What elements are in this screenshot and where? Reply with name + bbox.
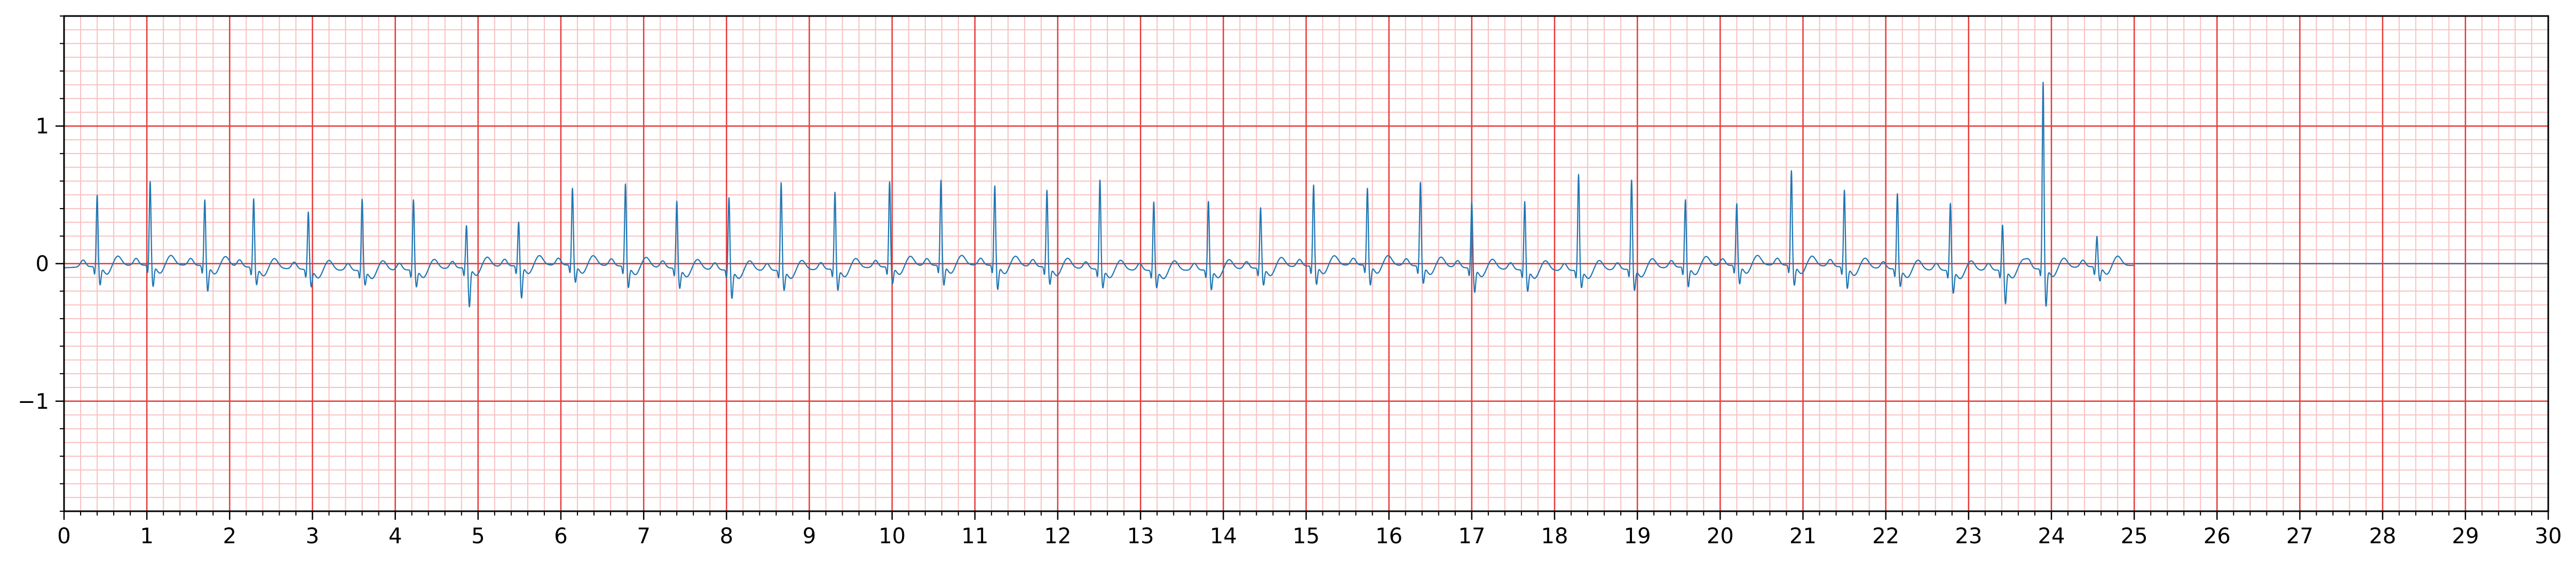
x-tick-label: 24: [2038, 524, 2065, 549]
x-tick-label: 23: [1955, 524, 1982, 549]
x-tick-label: 26: [2204, 524, 2231, 549]
x-tick-label: 27: [2286, 524, 2313, 549]
x-tick-label: 22: [1872, 524, 1899, 549]
x-axis: 0 1 2 3 4 5 6 7 8 9 10 11 12 13 14 15 16 17 18 19 20 21 22 23 24…: [57, 511, 2562, 549]
x-tick-label: 19: [1624, 524, 1651, 549]
x-tick-label: 4: [389, 524, 402, 549]
x-tick-label: 0: [57, 524, 70, 549]
x-tick-label: 15: [1293, 524, 1320, 549]
x-tick-label: 10: [878, 524, 906, 549]
x-tick-label: 20: [1707, 524, 1734, 549]
x-tick-label: 18: [1541, 524, 1568, 549]
x-tick-label: 3: [306, 524, 319, 549]
x-tick-label: 11: [961, 524, 988, 549]
y-tick-label: 1: [36, 114, 49, 139]
x-tick-label: 1: [140, 524, 153, 549]
x-tick-label: 29: [2452, 524, 2479, 549]
ecg-trace-line: [64, 82, 2135, 307]
x-tick-label: 25: [2121, 524, 2148, 549]
x-tick-label: 17: [1458, 524, 1485, 549]
x-tick-label: 8: [720, 524, 733, 549]
y-tick-label: 0: [36, 252, 49, 276]
x-tick-label: 13: [1127, 524, 1154, 549]
x-tick-label: 12: [1044, 524, 1072, 549]
x-tick-label: 14: [1210, 524, 1237, 549]
x-tick-label: 21: [1789, 524, 1817, 549]
trace-layer: [64, 82, 2548, 307]
x-tick-label: 16: [1375, 524, 1402, 549]
x-tick-label: 9: [803, 524, 816, 549]
x-tick-label: 5: [471, 524, 485, 549]
y-tick-label: −1: [18, 390, 49, 414]
x-tick-label: 28: [2369, 524, 2396, 549]
x-tick-label: 30: [2535, 524, 2562, 549]
x-tick-label: 2: [223, 524, 236, 549]
x-tick-label: 6: [554, 524, 567, 549]
y-axis: −1 0 1: [18, 15, 64, 512]
x-tick-label: 7: [637, 524, 650, 549]
